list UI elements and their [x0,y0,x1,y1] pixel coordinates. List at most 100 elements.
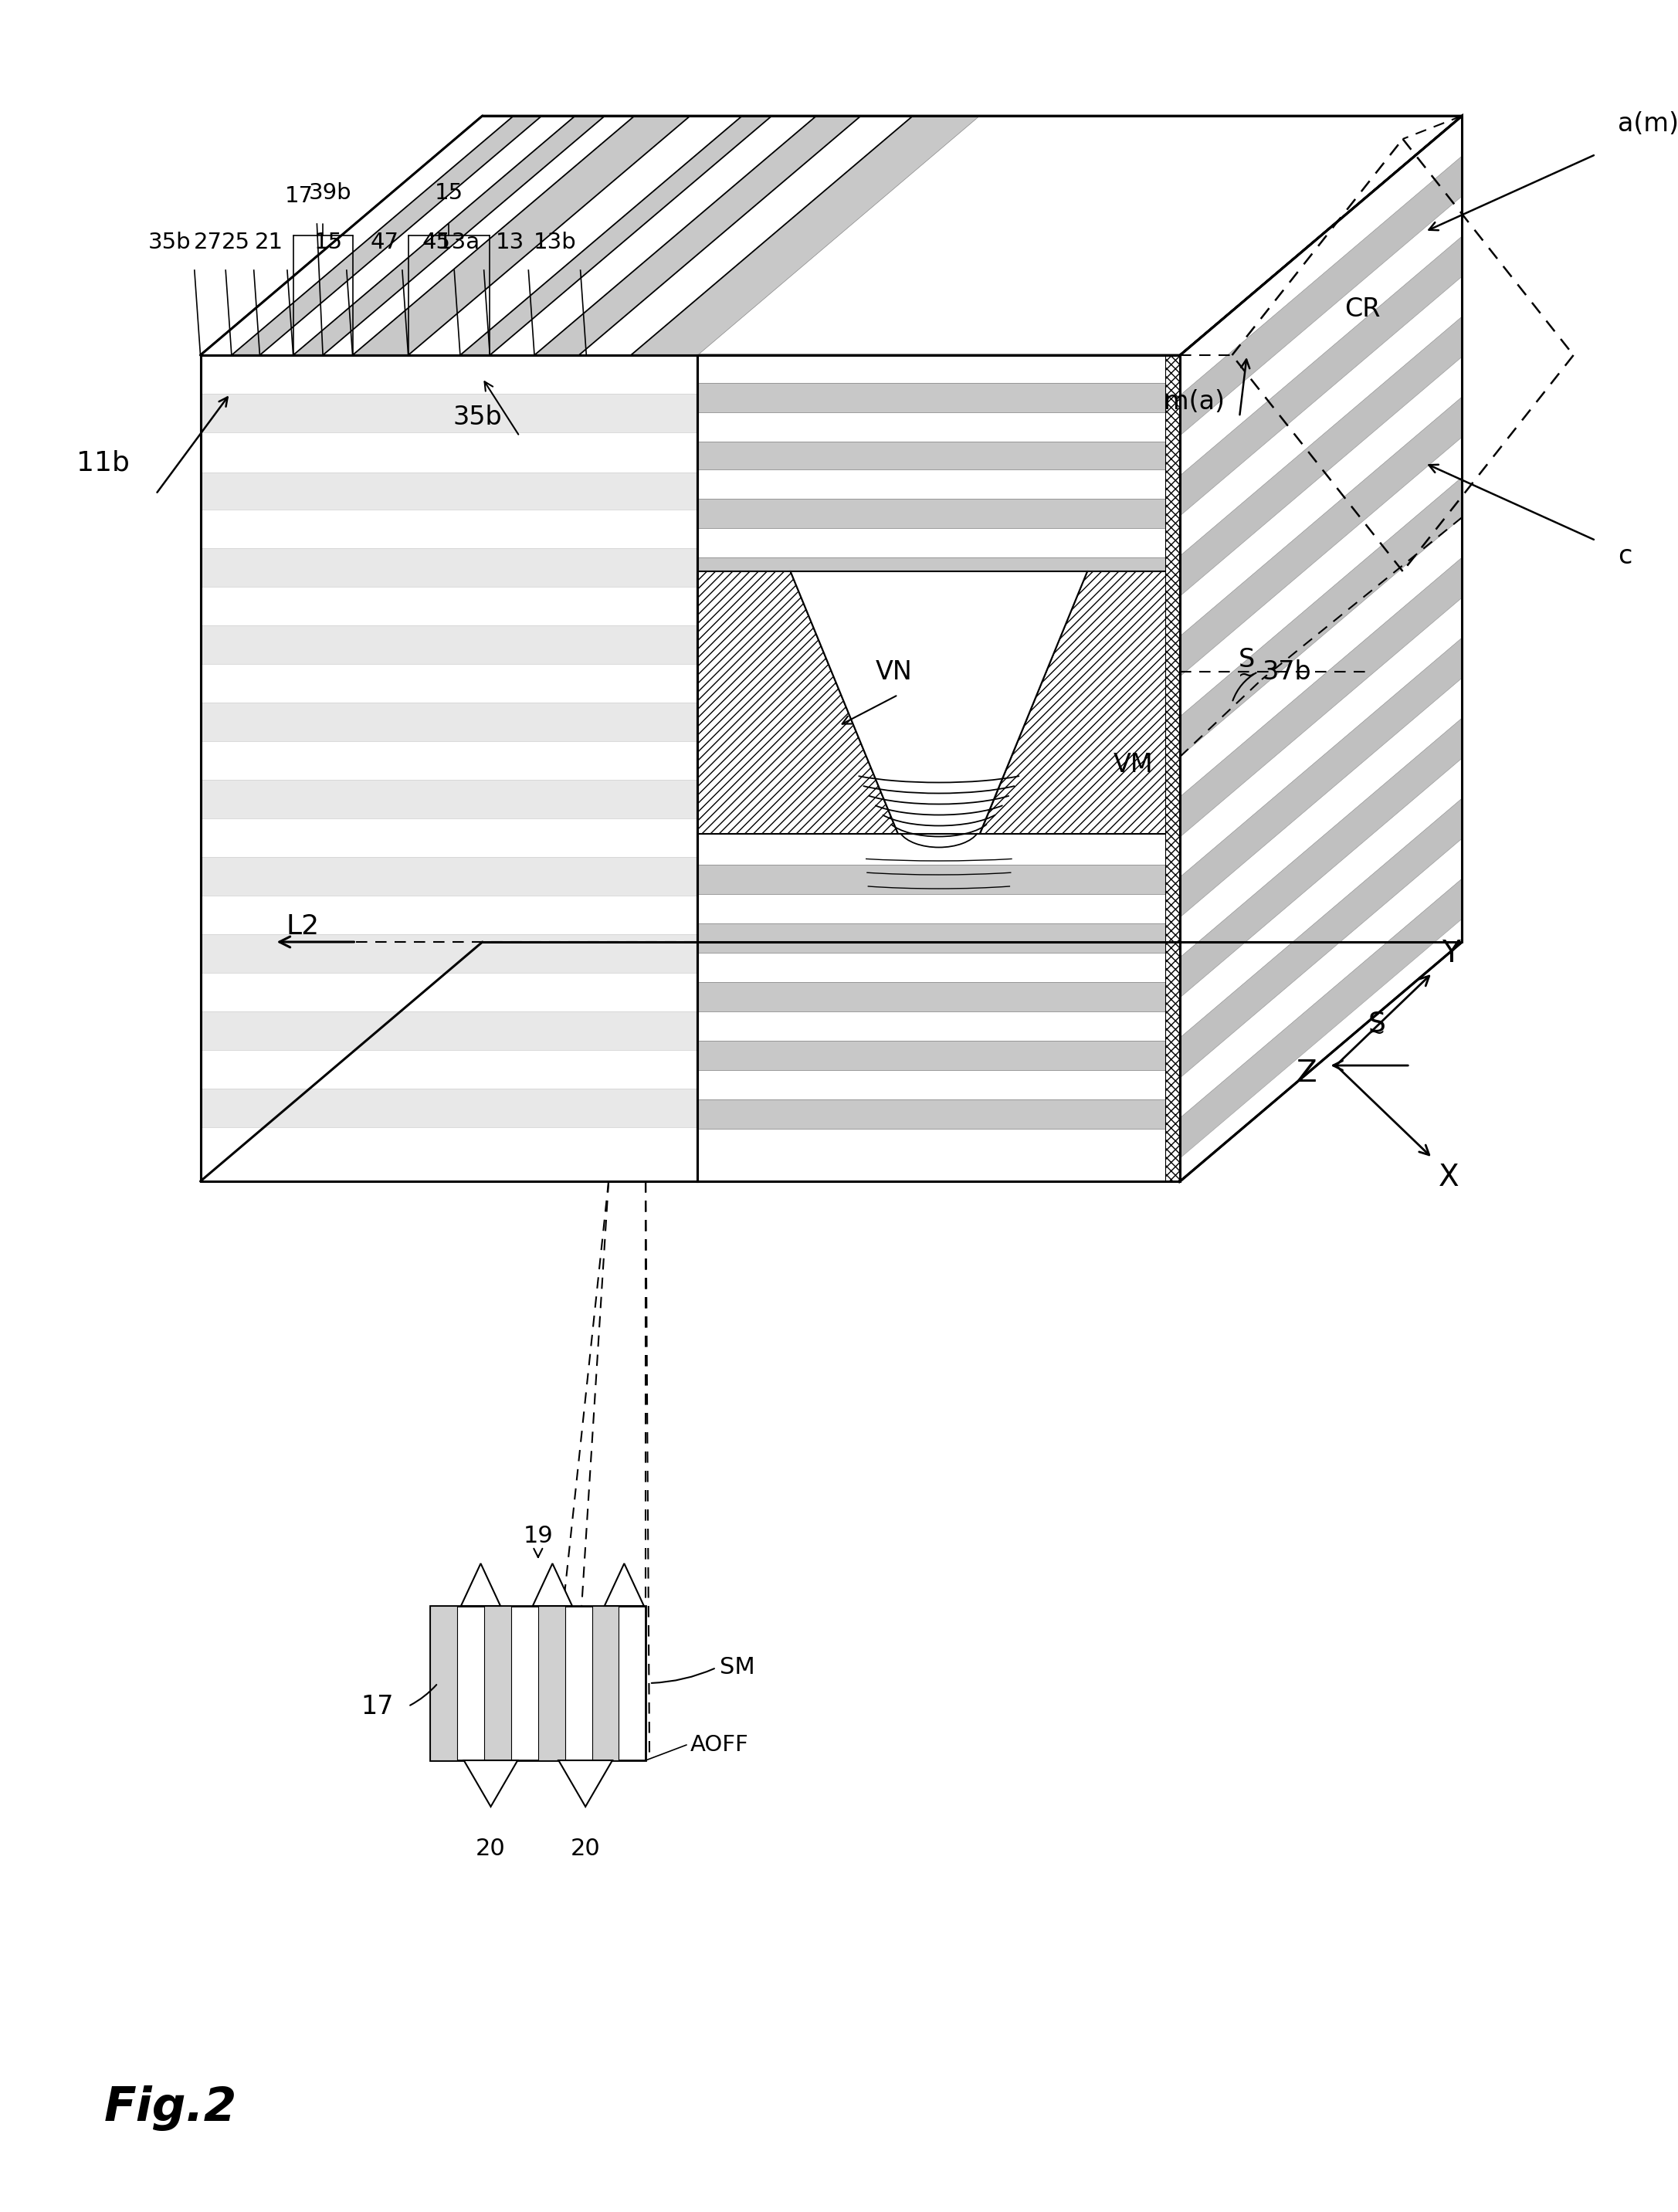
Text: 25: 25 [221,232,250,252]
Text: 17: 17 [285,186,314,208]
Text: 39b: 39b [309,181,352,204]
Polygon shape [200,973,698,1011]
Polygon shape [534,115,861,356]
Polygon shape [698,571,898,834]
Polygon shape [1180,838,1462,1117]
Text: 20: 20 [571,1838,601,1860]
Polygon shape [698,865,1180,894]
Polygon shape [1180,677,1462,958]
Polygon shape [539,1606,565,1761]
Text: 47: 47 [369,232,399,252]
Text: c: c [1618,544,1633,568]
Polygon shape [698,557,1180,571]
Polygon shape [1180,115,1462,1181]
Text: SM: SM [720,1657,755,1679]
Text: 21: 21 [255,232,284,252]
Text: a(m): a(m) [1618,111,1678,137]
Polygon shape [698,1011,1180,1042]
Polygon shape [200,356,698,394]
Polygon shape [200,933,698,973]
Polygon shape [352,115,690,356]
Polygon shape [200,115,1462,356]
Polygon shape [200,1088,698,1128]
Polygon shape [200,818,698,856]
Polygon shape [1180,597,1462,878]
Text: Y: Y [1441,938,1460,969]
Text: Fig.2: Fig.2 [104,2086,237,2130]
Polygon shape [592,1606,619,1761]
Polygon shape [200,781,698,818]
Polygon shape [1180,637,1462,918]
Polygon shape [1180,237,1462,515]
Text: 27: 27 [193,232,221,252]
Polygon shape [790,571,1087,834]
Text: 35b: 35b [453,405,502,429]
Polygon shape [698,356,1180,383]
Polygon shape [461,1564,500,1606]
Text: 45: 45 [421,232,450,252]
Polygon shape [1180,316,1462,595]
Polygon shape [1180,356,1462,637]
Text: 20: 20 [477,1838,505,1860]
Text: 13: 13 [497,232,525,252]
Polygon shape [532,1564,572,1606]
Polygon shape [698,1042,1180,1071]
Text: 35b: 35b [148,232,191,252]
Polygon shape [463,1761,517,1807]
Polygon shape [200,664,698,703]
Text: 19: 19 [524,1526,554,1548]
Polygon shape [460,115,772,356]
Polygon shape [200,586,698,626]
Polygon shape [698,529,1180,557]
Polygon shape [631,115,980,356]
Polygon shape [698,356,1180,1181]
Text: 37b: 37b [1262,659,1311,684]
Polygon shape [200,549,698,586]
Polygon shape [200,856,698,896]
Polygon shape [200,1051,698,1088]
Polygon shape [431,1606,458,1761]
Text: ~: ~ [1238,666,1255,686]
Polygon shape [698,1071,1180,1099]
Polygon shape [698,1128,1180,1181]
Text: Z: Z [1295,1060,1317,1088]
Polygon shape [1180,478,1462,757]
Polygon shape [200,703,698,741]
Polygon shape [200,394,698,431]
Polygon shape [698,922,1180,953]
Polygon shape [604,1564,644,1606]
Text: S: S [1368,1011,1386,1035]
Polygon shape [698,1099,1180,1128]
Polygon shape [698,383,1180,411]
Polygon shape [1180,197,1462,476]
Polygon shape [698,953,1180,982]
Polygon shape [200,473,698,509]
Polygon shape [1180,878,1462,1159]
Polygon shape [980,571,1180,834]
Polygon shape [322,115,634,356]
Text: AOFF: AOFF [690,1734,748,1756]
Polygon shape [1180,276,1462,555]
Polygon shape [1180,157,1462,436]
Polygon shape [1180,799,1462,1077]
Text: m(a): m(a) [1163,389,1225,414]
Text: X: X [1438,1164,1460,1192]
Polygon shape [200,626,698,664]
Polygon shape [200,1011,698,1051]
Text: 15: 15 [314,232,342,252]
Polygon shape [200,1128,698,1181]
Polygon shape [698,982,1180,1011]
Polygon shape [200,356,698,1181]
Text: VM: VM [1113,752,1153,776]
Polygon shape [232,115,542,356]
Polygon shape [1180,438,1462,717]
Polygon shape [200,115,513,356]
Polygon shape [200,509,698,549]
Polygon shape [1180,719,1462,998]
Polygon shape [200,431,698,473]
Polygon shape [1180,759,1462,1037]
Polygon shape [485,1606,512,1761]
Polygon shape [408,115,742,356]
Text: 13a: 13a [438,232,480,252]
Polygon shape [698,834,1180,865]
